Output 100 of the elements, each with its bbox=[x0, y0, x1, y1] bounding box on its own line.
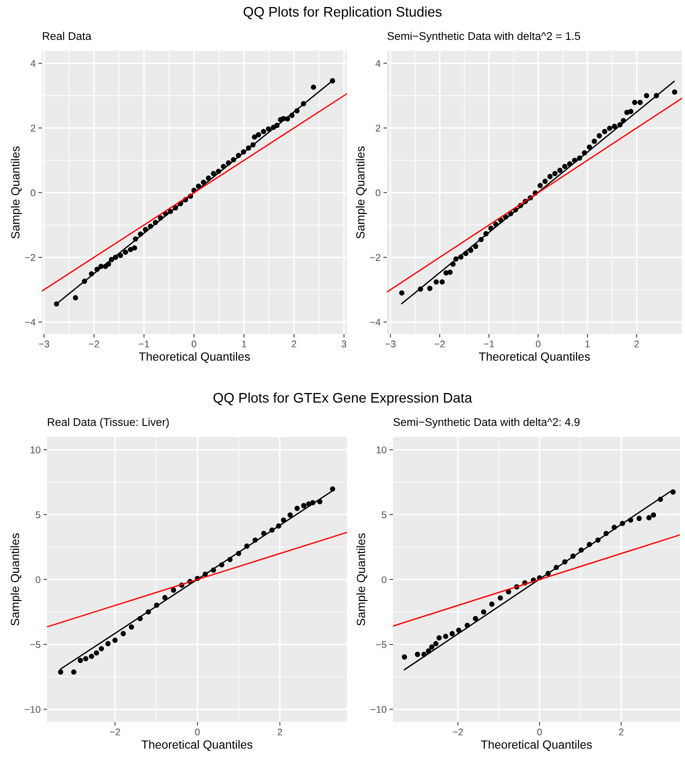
x-tick-label: 0 bbox=[192, 340, 196, 348]
chart-title: Real Data (Tissue: Liver) bbox=[48, 418, 169, 428]
y-tick-label: 0 bbox=[376, 189, 380, 196]
x-tick-label: 2 bbox=[278, 728, 282, 736]
point bbox=[481, 609, 486, 615]
point bbox=[443, 634, 448, 639]
y-tick-label: −4 bbox=[25, 318, 36, 326]
point bbox=[260, 128, 266, 134]
point bbox=[122, 250, 128, 255]
y-tick-label: 0 bbox=[36, 576, 40, 584]
x-tick-label: 2 bbox=[634, 340, 639, 348]
text: QQ Plots for GTEx Gene Expression Data bbox=[213, 392, 472, 406]
y-tick-label: −2 bbox=[370, 254, 380, 261]
point bbox=[128, 624, 134, 630]
x-axis-title: Theoretical Quantiles bbox=[141, 740, 252, 751]
point bbox=[636, 516, 642, 521]
y-tick-label: −2 bbox=[25, 254, 36, 261]
point bbox=[118, 252, 124, 258]
y-axis-title: Sample Quantiles bbox=[356, 533, 368, 626]
point bbox=[447, 270, 453, 275]
point bbox=[562, 164, 568, 170]
point bbox=[638, 100, 643, 106]
point bbox=[650, 512, 656, 518]
point bbox=[170, 588, 176, 593]
point bbox=[98, 646, 104, 652]
point bbox=[162, 594, 168, 600]
point bbox=[586, 144, 592, 150]
point bbox=[542, 178, 548, 184]
point bbox=[72, 295, 78, 300]
x-tick-label: −1 bbox=[484, 340, 494, 348]
y-tick-label: 10 bbox=[376, 446, 386, 454]
text: QQ Plots for Replication Studies bbox=[244, 6, 442, 20]
point bbox=[557, 168, 562, 173]
point bbox=[646, 515, 652, 520]
x-tick-label: 2 bbox=[619, 728, 624, 736]
x-tick-label: −2 bbox=[434, 340, 445, 348]
point bbox=[433, 641, 438, 646]
point bbox=[552, 170, 558, 176]
x-tick-label: −3 bbox=[385, 340, 396, 348]
point bbox=[602, 128, 608, 134]
x-tick-label: 3 bbox=[342, 340, 346, 348]
point bbox=[310, 84, 316, 90]
point bbox=[607, 126, 612, 131]
point bbox=[83, 656, 88, 662]
point bbox=[128, 246, 134, 252]
point bbox=[105, 641, 111, 646]
x-tick-label: −2 bbox=[110, 728, 120, 736]
chart-title: Semi−Synthetic Data with delta^2: 4.9 bbox=[394, 418, 580, 428]
x-axis-title: Theoretical Quantiles bbox=[478, 352, 590, 363]
x-tick-label: −3 bbox=[38, 340, 50, 348]
point bbox=[672, 89, 678, 95]
chart-title: Real Data bbox=[42, 32, 92, 40]
y-tick-label: 5 bbox=[382, 511, 386, 518]
point bbox=[120, 631, 126, 636]
y-tick-label: 2 bbox=[376, 124, 380, 132]
x-tick-label: 1 bbox=[242, 340, 246, 348]
point bbox=[489, 602, 494, 607]
point bbox=[88, 654, 94, 659]
point bbox=[94, 650, 100, 656]
point bbox=[78, 658, 83, 663]
point bbox=[456, 628, 462, 633]
point bbox=[644, 93, 650, 98]
point bbox=[538, 182, 543, 188]
x-tick-label: 0 bbox=[536, 340, 541, 348]
y-axis-title: Sample Quantiles bbox=[356, 146, 367, 239]
point bbox=[628, 108, 634, 114]
y-tick-label: 4 bbox=[376, 60, 380, 67]
point bbox=[592, 138, 597, 144]
x-tick-label: 0 bbox=[195, 728, 200, 736]
y-tick-label: 2 bbox=[30, 124, 36, 132]
y-tick-label: 0 bbox=[382, 576, 386, 584]
y-axis-title: Sample Quantiles bbox=[10, 146, 22, 239]
point bbox=[547, 174, 553, 180]
y-tick-label: −10 bbox=[24, 706, 40, 713]
point bbox=[256, 132, 262, 138]
x-tick-label: 2 bbox=[292, 340, 296, 348]
y-tick-label: 10 bbox=[30, 446, 40, 454]
y-tick-label: 0 bbox=[30, 189, 36, 196]
point bbox=[266, 126, 272, 132]
point bbox=[632, 100, 638, 106]
x-tick-label: −2 bbox=[452, 728, 463, 736]
x-axis-title: Theoretical Quantiles bbox=[138, 352, 250, 363]
point bbox=[71, 669, 76, 675]
point bbox=[294, 506, 300, 511]
x-axis-title: Theoretical Quantiles bbox=[480, 740, 592, 751]
y-tick-label: 5 bbox=[36, 511, 40, 518]
point bbox=[414, 652, 420, 657]
point bbox=[436, 635, 442, 640]
point bbox=[112, 638, 118, 643]
point bbox=[440, 279, 445, 285]
point bbox=[596, 133, 602, 138]
point bbox=[429, 644, 434, 650]
point bbox=[498, 595, 503, 601]
point bbox=[301, 503, 306, 508]
y-tick-label: −5 bbox=[30, 641, 40, 648]
x-tick-label: 0 bbox=[537, 728, 542, 736]
x-tick-label: −2 bbox=[88, 340, 100, 348]
y-tick-label: −10 bbox=[370, 706, 386, 713]
point bbox=[434, 279, 439, 285]
point bbox=[450, 631, 455, 636]
